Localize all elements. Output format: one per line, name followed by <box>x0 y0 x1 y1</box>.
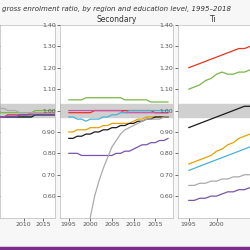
Bar <box>0 104 55 117</box>
Title: Ti: Ti <box>210 15 217 24</box>
Bar <box>178 104 250 117</box>
Title: Secondary: Secondary <box>96 15 136 24</box>
Bar <box>60 104 172 117</box>
Text: gross enrolment ratio, by region and education level, 1995–2018: gross enrolment ratio, by region and edu… <box>2 6 232 12</box>
